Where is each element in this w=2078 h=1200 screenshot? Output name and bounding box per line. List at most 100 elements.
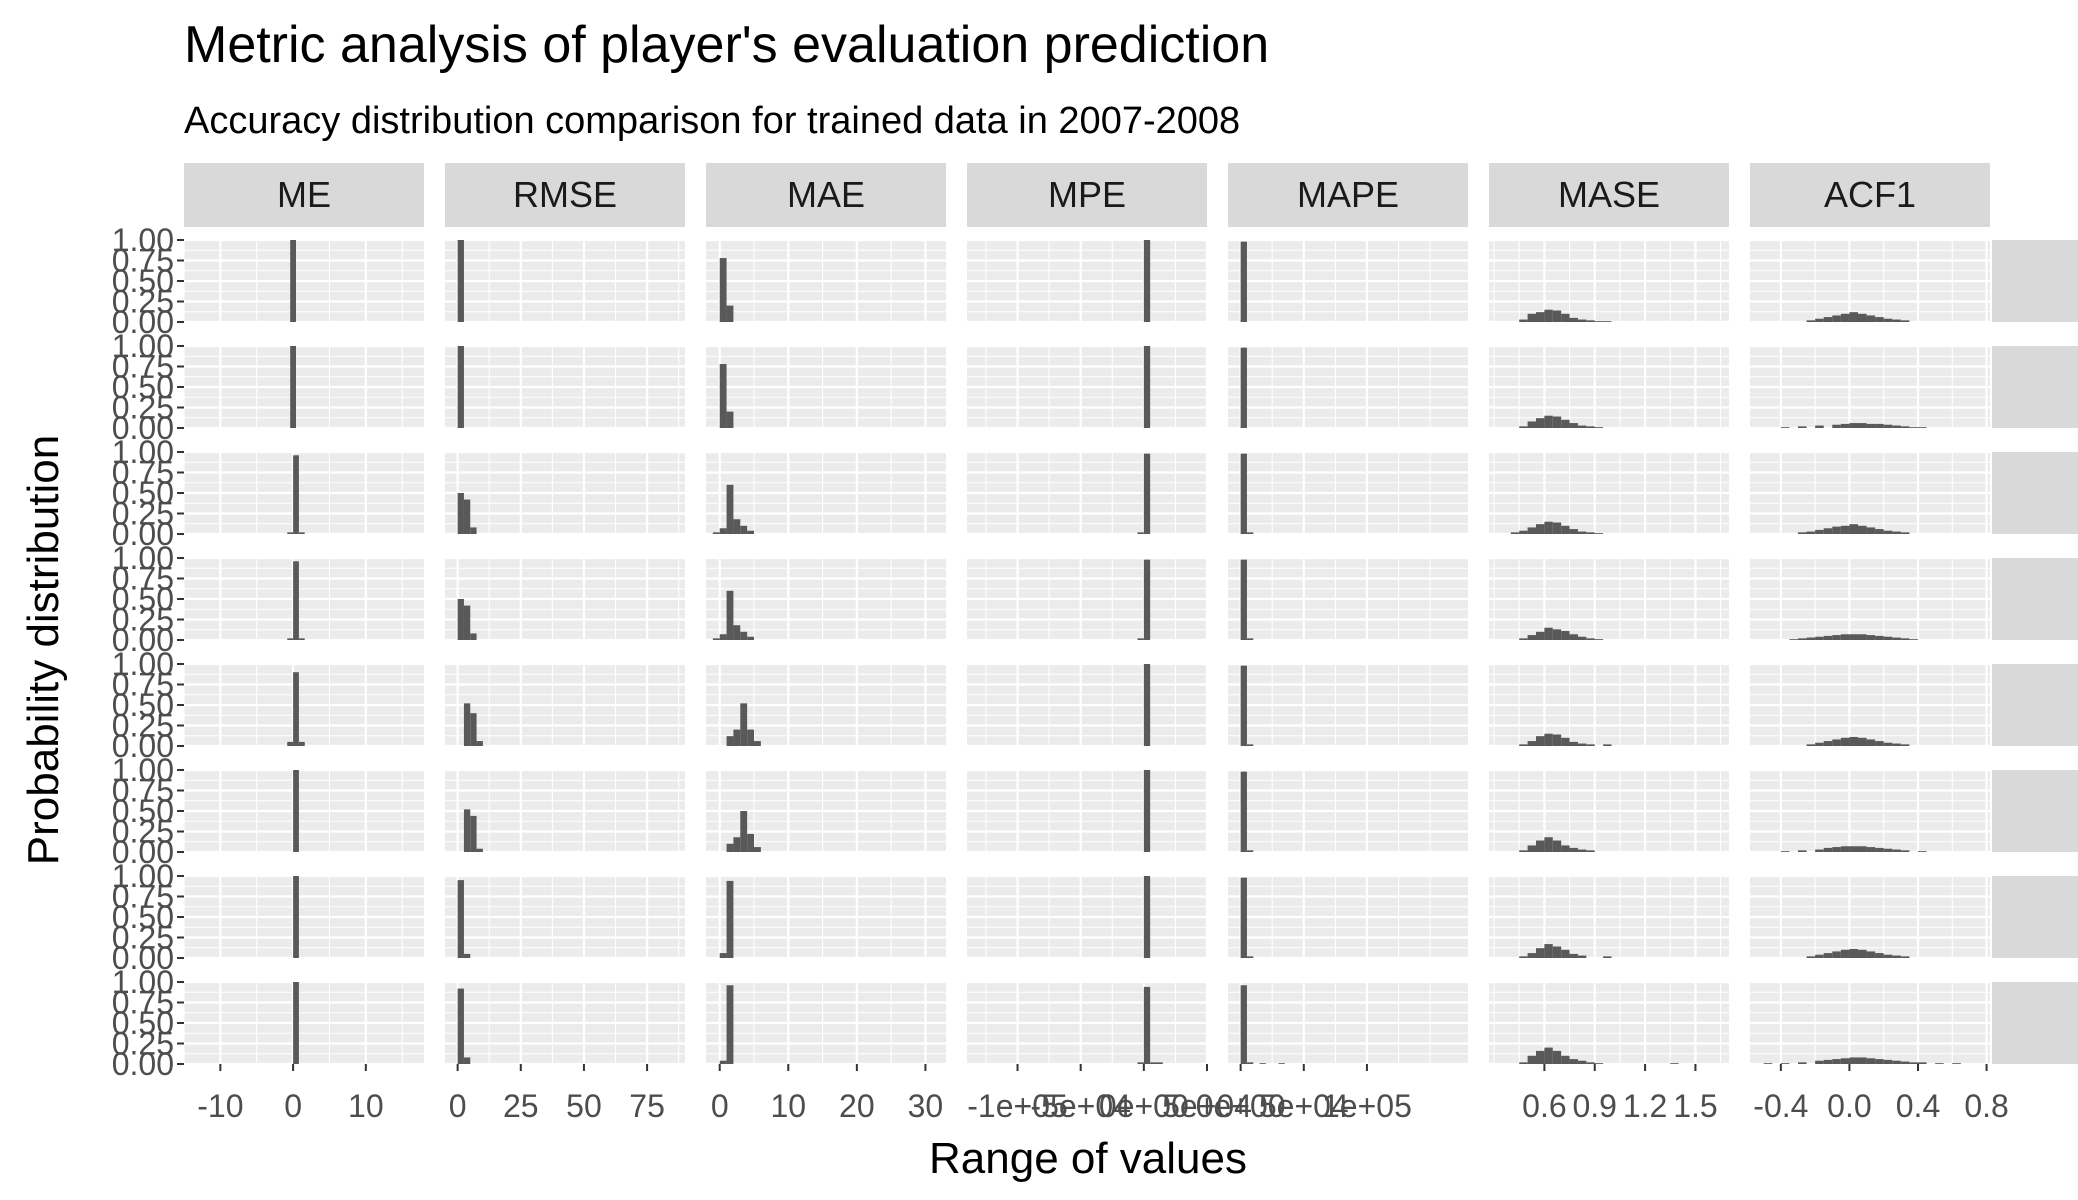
histogram-bar bbox=[1527, 953, 1536, 958]
histogram-bar bbox=[1535, 840, 1545, 852]
histogram-bar bbox=[1603, 956, 1612, 958]
histogram-bar bbox=[1561, 1055, 1570, 1064]
facet-row-strip bbox=[1992, 452, 2078, 534]
histogram-bar bbox=[476, 741, 483, 746]
histogram-bar bbox=[1519, 956, 1528, 958]
histogram-bar bbox=[1552, 629, 1562, 640]
y-tick-label: 0.00 bbox=[112, 728, 174, 764]
x-tick-label: 0e+00 bbox=[1099, 1088, 1189, 1124]
histogram-bar bbox=[754, 847, 761, 852]
histogram-bar bbox=[1240, 877, 1247, 958]
histogram-bar bbox=[1892, 849, 1901, 852]
histogram-bar bbox=[287, 741, 294, 746]
histogram-bar bbox=[1569, 423, 1578, 428]
x-tick-label: 25 bbox=[503, 1088, 539, 1124]
histogram-bar bbox=[1875, 847, 1884, 852]
x-tick-label: 75 bbox=[629, 1088, 665, 1124]
panel-r6-rmse bbox=[445, 768, 685, 854]
histogram-bar bbox=[1143, 876, 1151, 958]
panel-r8-mase bbox=[1489, 980, 1729, 1066]
histogram-bar bbox=[1849, 846, 1858, 852]
histogram-bar bbox=[1840, 634, 1850, 640]
histogram-bar bbox=[726, 880, 734, 958]
histogram-bar bbox=[1798, 1062, 1807, 1064]
histogram-bar bbox=[1552, 1050, 1562, 1064]
histogram-bar bbox=[1883, 742, 1893, 746]
histogram-bar bbox=[1544, 1047, 1553, 1064]
histogram-bar bbox=[1840, 1058, 1850, 1064]
y-tick-label: 0.25 bbox=[112, 920, 174, 956]
panel-r1-mase bbox=[1489, 238, 1729, 324]
panel-r6-mape bbox=[1228, 768, 1468, 854]
histogram-bar bbox=[1569, 953, 1578, 958]
panel-r2-mpe bbox=[967, 344, 1209, 430]
panel-r8-acf1 bbox=[1750, 980, 1990, 1066]
panel-r3-mpe bbox=[967, 450, 1209, 536]
histogram-bar bbox=[1594, 639, 1604, 640]
histogram-bar bbox=[1875, 1059, 1884, 1064]
histogram-bar bbox=[1561, 845, 1570, 852]
histogram-bar bbox=[1569, 1059, 1578, 1064]
panel-r6-acf1 bbox=[1750, 768, 1990, 854]
histogram-bar bbox=[719, 364, 727, 428]
x-tick-label: 0e+00 bbox=[1196, 1088, 1286, 1124]
histogram-bar bbox=[1240, 771, 1247, 852]
histogram-bar bbox=[1594, 321, 1604, 322]
histogram-bar bbox=[1586, 638, 1595, 640]
histogram-bar bbox=[1561, 525, 1570, 534]
histogram-bar bbox=[1806, 744, 1816, 746]
panel-r1-mae bbox=[706, 238, 946, 324]
panel-r1-mpe bbox=[967, 238, 1209, 324]
histogram-bar bbox=[1900, 638, 1910, 640]
histogram-bar bbox=[726, 736, 734, 746]
y-tick-label: 1.00 bbox=[112, 540, 174, 576]
histogram-bar bbox=[726, 411, 734, 428]
histogram-bar bbox=[1246, 638, 1254, 640]
x-tick-label: 10 bbox=[770, 1088, 806, 1124]
histogram-bar bbox=[470, 713, 477, 746]
x-tick-label: 5e+04 bbox=[1162, 1088, 1252, 1124]
x-tick-label: -5e+04 bbox=[1030, 1088, 1131, 1124]
y-tick-label: 0.25 bbox=[112, 814, 174, 850]
histogram-bar bbox=[1849, 736, 1858, 746]
histogram-bar bbox=[1883, 1059, 1893, 1064]
histogram-bar bbox=[1849, 948, 1858, 958]
histogram-bar bbox=[470, 815, 477, 852]
histogram-bar bbox=[1240, 320, 1247, 322]
histogram-bar bbox=[1815, 425, 1824, 428]
histogram-bar bbox=[1806, 637, 1816, 640]
histogram-bar bbox=[1561, 737, 1570, 746]
histogram-bar bbox=[1552, 310, 1562, 322]
histogram-bar bbox=[1900, 426, 1910, 428]
facet-row-strip bbox=[1992, 558, 2078, 640]
histogram-bar bbox=[1143, 664, 1151, 746]
y-tick-label: 0.75 bbox=[112, 349, 174, 385]
histogram-bar bbox=[1892, 637, 1901, 640]
histogram-bar bbox=[1527, 1055, 1536, 1064]
histogram-bar bbox=[1849, 634, 1858, 640]
histogram-bar bbox=[1535, 312, 1545, 322]
histogram-bar bbox=[747, 636, 754, 640]
panel-r7-rmse bbox=[445, 874, 685, 960]
histogram-bar bbox=[1519, 850, 1528, 852]
histogram-bar bbox=[1798, 532, 1807, 534]
facet-row-strip bbox=[1992, 346, 2078, 428]
panel-r7-acf1 bbox=[1750, 874, 1990, 960]
histogram-bar bbox=[1798, 426, 1807, 428]
histogram-bar bbox=[1240, 426, 1247, 428]
y-tick-label: 0.25 bbox=[112, 1026, 174, 1062]
y-tick-label: 0.25 bbox=[112, 284, 174, 320]
histogram-bar bbox=[1840, 423, 1850, 428]
facet-strip-rmse bbox=[445, 163, 685, 227]
panel-r6-me bbox=[183, 768, 424, 854]
histogram-bar bbox=[1815, 318, 1824, 322]
facet-strip-label: MAPE bbox=[1297, 174, 1399, 215]
panel-r3-mape bbox=[1228, 450, 1468, 536]
x-tick-label: 1.2 bbox=[1623, 1088, 1667, 1124]
panel-r2-mape bbox=[1228, 344, 1468, 430]
histogram-bar bbox=[293, 672, 299, 746]
panel-r6-mae bbox=[706, 768, 946, 854]
panel-r1-mape bbox=[1228, 238, 1468, 324]
histogram-bar bbox=[457, 493, 464, 534]
histogram-bar bbox=[290, 240, 296, 322]
